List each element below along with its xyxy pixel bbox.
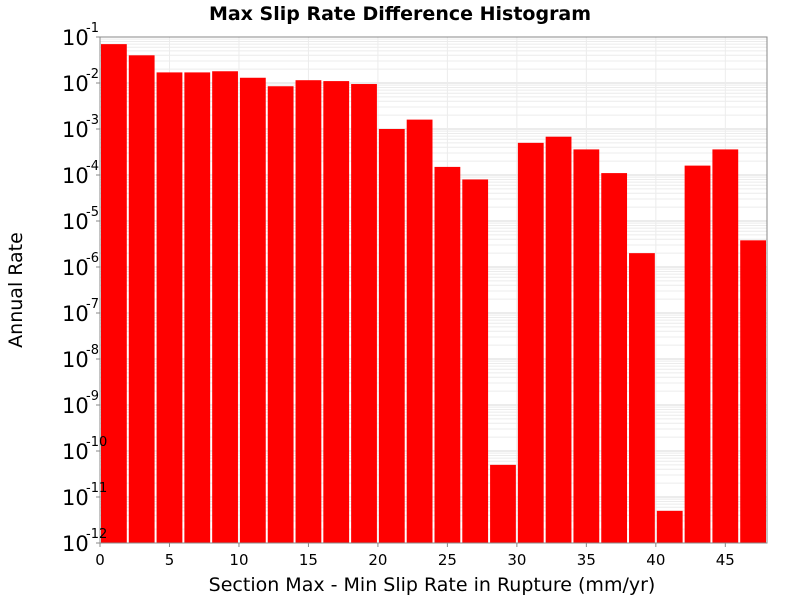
histogram-bar (517, 142, 544, 543)
chart-title: Max Slip Rate Difference Histogram (209, 3, 591, 25)
y-tick-exponent: -6 (86, 251, 99, 266)
histogram-bar (406, 119, 433, 544)
x-tick-label: 10 (229, 551, 248, 569)
histogram-bar (629, 253, 655, 543)
y-axis: 10-110-210-310-410-510-610-710-810-910-1… (62, 21, 107, 556)
histogram-bar (712, 149, 739, 543)
x-axis-label: Section Max - Min Slip Rate in Rupture (… (209, 574, 656, 596)
y-tick-label: 10 (62, 118, 89, 142)
y-tick-label: 10 (62, 26, 89, 50)
histogram-bar (212, 71, 238, 544)
y-tick-label: 10 (62, 532, 89, 556)
grid (99, 37, 767, 544)
histogram-bar (184, 72, 211, 543)
y-tick-label: 10 (62, 486, 89, 510)
y-tick-exponent: -9 (86, 389, 99, 404)
y-tick-label: 10 (62, 394, 89, 418)
y-tick-exponent: -3 (86, 113, 99, 128)
histogram-bar (656, 510, 683, 543)
y-tick-exponent: -4 (86, 159, 99, 174)
y-tick-label: 10 (62, 210, 89, 234)
histogram-bar (295, 80, 322, 544)
y-tick-exponent: -10 (86, 435, 107, 450)
x-tick-label: 15 (299, 551, 318, 569)
x-axis: 0 5 10 15 20 25 30 35 40 45 (95, 543, 735, 569)
y-axis-label: Annual Rate (5, 232, 27, 348)
histogram-bar (101, 44, 127, 543)
histogram-bar (323, 81, 350, 543)
histogram-bar (128, 55, 155, 544)
y-tick-exponent: -5 (86, 205, 99, 220)
x-tick-label: 0 (95, 551, 105, 569)
histogram-bar (156, 72, 183, 543)
y-tick-label: 10 (62, 72, 89, 96)
y-tick-exponent: -2 (86, 67, 99, 82)
y-tick-label: 10 (62, 302, 89, 326)
x-tick-label: 20 (368, 551, 387, 569)
histogram-bar (434, 166, 461, 544)
histogram-bar (378, 129, 405, 543)
histogram-bar (239, 77, 266, 543)
y-tick-exponent: -7 (86, 297, 99, 312)
x-tick-label: 35 (577, 551, 596, 569)
x-tick-label: 30 (507, 551, 526, 569)
y-tick-exponent: -12 (86, 527, 107, 542)
y-tick-label: 10 (62, 164, 89, 188)
plot-area (99, 36, 768, 544)
x-tick-label: 45 (716, 551, 735, 569)
histogram-bar (601, 173, 628, 543)
histogram-bar (267, 86, 294, 543)
x-tick-label: 25 (438, 551, 457, 569)
y-tick-label: 10 (62, 348, 89, 372)
histogram-bar (490, 464, 516, 543)
x-tick-label: 40 (646, 551, 665, 569)
histogram-bar (740, 240, 766, 543)
y-tick-exponent: -11 (86, 481, 107, 496)
y-tick-exponent: -8 (86, 343, 99, 358)
y-tick-exponent: -1 (86, 21, 99, 36)
histogram-bar (545, 136, 572, 543)
histogram-bar (573, 149, 600, 543)
histogram-bar (462, 179, 489, 543)
histogram-bar (351, 84, 377, 543)
y-tick-label: 10 (62, 440, 89, 464)
y-tick-label: 10 (62, 256, 89, 280)
x-tick-label: 5 (165, 551, 175, 569)
histogram-bar (684, 165, 711, 543)
bars (101, 44, 766, 544)
